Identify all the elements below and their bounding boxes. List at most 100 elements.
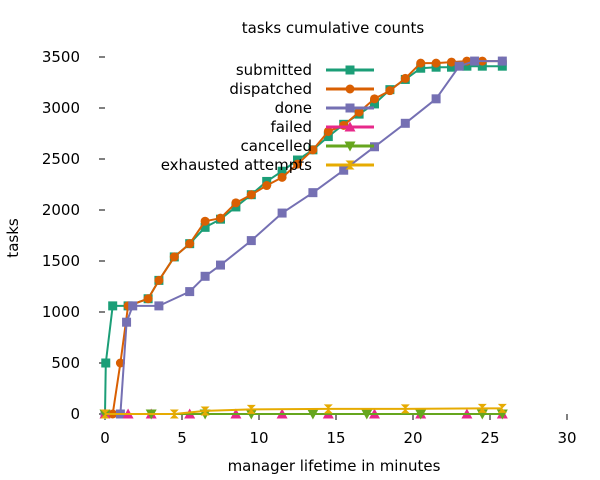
- legend-label: cancelled: [240, 137, 312, 155]
- legend-item: dispatched: [229, 80, 374, 98]
- x-tick-label: 30: [557, 429, 576, 447]
- x-axis-label: manager lifetime in minutes: [228, 457, 441, 475]
- y-tick-label: 0: [70, 405, 80, 423]
- chart-title: tasks cumulative counts: [242, 19, 425, 37]
- data-point: [246, 190, 256, 200]
- series-dispatched: [100, 56, 507, 419]
- data-point: [245, 409, 257, 420]
- y-tick-label: 3500: [42, 48, 80, 66]
- legend-marker: [344, 141, 356, 152]
- x-tick-label: 10: [249, 429, 268, 447]
- x-tick-label: 5: [177, 429, 187, 447]
- data-point: [154, 301, 164, 311]
- series-exhausted-attempts: [100, 403, 507, 419]
- data-point: [462, 61, 472, 71]
- data-point: [262, 181, 272, 191]
- data-point: [185, 287, 195, 297]
- data-point: [200, 271, 210, 281]
- x-tick-label: 15: [326, 429, 345, 447]
- data-point: [354, 107, 364, 117]
- x-tick-label: 20: [403, 429, 422, 447]
- legend-label: exhausted attempts: [161, 156, 312, 174]
- legend-marker: [345, 103, 355, 113]
- data-point: [128, 301, 138, 311]
- legend-label: submitted: [236, 61, 312, 79]
- y-tick-label: 2000: [42, 201, 80, 219]
- data-point: [447, 57, 456, 67]
- data-point: [200, 216, 210, 226]
- legend-item: cancelled: [240, 137, 374, 155]
- data-point: [293, 159, 302, 169]
- legend-item: done: [275, 99, 374, 117]
- y-tick-label: 500: [51, 354, 80, 372]
- data-point: [277, 172, 287, 182]
- legend-item: submitted: [236, 61, 374, 79]
- data-point: [339, 165, 349, 175]
- y-tick-label: 1500: [42, 252, 80, 270]
- data-point: [454, 61, 464, 71]
- data-point: [400, 118, 410, 128]
- legend-item: exhausted attempts: [161, 156, 374, 174]
- data-point: [400, 73, 410, 83]
- data-point: [246, 404, 256, 414]
- y-tick-label: 3000: [42, 99, 80, 117]
- data-point: [497, 403, 507, 413]
- data-point: [200, 222, 210, 232]
- data-point: [246, 236, 256, 246]
- data-point: [200, 406, 210, 416]
- data-point: [447, 62, 456, 72]
- data-point: [169, 409, 179, 419]
- legend-label: done: [275, 99, 312, 117]
- legend-marker: [345, 84, 355, 94]
- data-point: [323, 126, 333, 136]
- data-point: [431, 58, 441, 68]
- data-point: [101, 358, 111, 368]
- data-point: [370, 99, 379, 109]
- data-point: [216, 213, 225, 223]
- data-point: [185, 239, 195, 249]
- legend-marker: [345, 160, 355, 170]
- data-point: [400, 404, 410, 414]
- legend-marker: [344, 121, 356, 132]
- legend-label: failed: [270, 118, 312, 136]
- y-tick-label: 2500: [42, 150, 80, 168]
- data-point: [385, 86, 395, 96]
- data-point: [497, 56, 507, 66]
- data-point: [370, 142, 379, 152]
- data-point: [277, 166, 287, 176]
- data-point: [497, 61, 507, 71]
- data-point: [308, 145, 318, 155]
- legend-marker: [345, 65, 355, 75]
- data-point: [470, 56, 480, 66]
- data-point: [416, 58, 426, 68]
- data-point: [169, 252, 179, 262]
- data-point: [277, 208, 287, 218]
- y-tick-label: 1000: [42, 303, 80, 321]
- x-tick-label: 25: [480, 429, 499, 447]
- data-point: [361, 409, 373, 420]
- data-point: [308, 188, 318, 198]
- data-point: [307, 409, 319, 420]
- data-point: [154, 275, 164, 285]
- data-point: [231, 198, 241, 208]
- data-point: [416, 63, 426, 73]
- data-point: [477, 403, 487, 413]
- data-point: [108, 301, 118, 311]
- data-point: [431, 94, 441, 104]
- data-point: [115, 358, 125, 368]
- data-point: [216, 260, 225, 270]
- data-point: [477, 61, 487, 71]
- data-point: [100, 409, 110, 419]
- x-tick-label: 0: [100, 429, 110, 447]
- series-line: [105, 407, 503, 415]
- axes: 0 5 10 15 20 25 30 0 500 1000 1500 2000 2500 3000 3500: [42, 48, 577, 447]
- legend: submitteddispatcheddonefailedcancelledex…: [161, 61, 374, 174]
- data-point: [122, 317, 132, 327]
- legend-label: dispatched: [229, 80, 312, 98]
- series-layer: [99, 56, 508, 420]
- y-axis-label: tasks: [4, 218, 22, 258]
- series-line: [105, 60, 503, 415]
- data-point: [415, 409, 427, 420]
- data-point: [323, 404, 333, 414]
